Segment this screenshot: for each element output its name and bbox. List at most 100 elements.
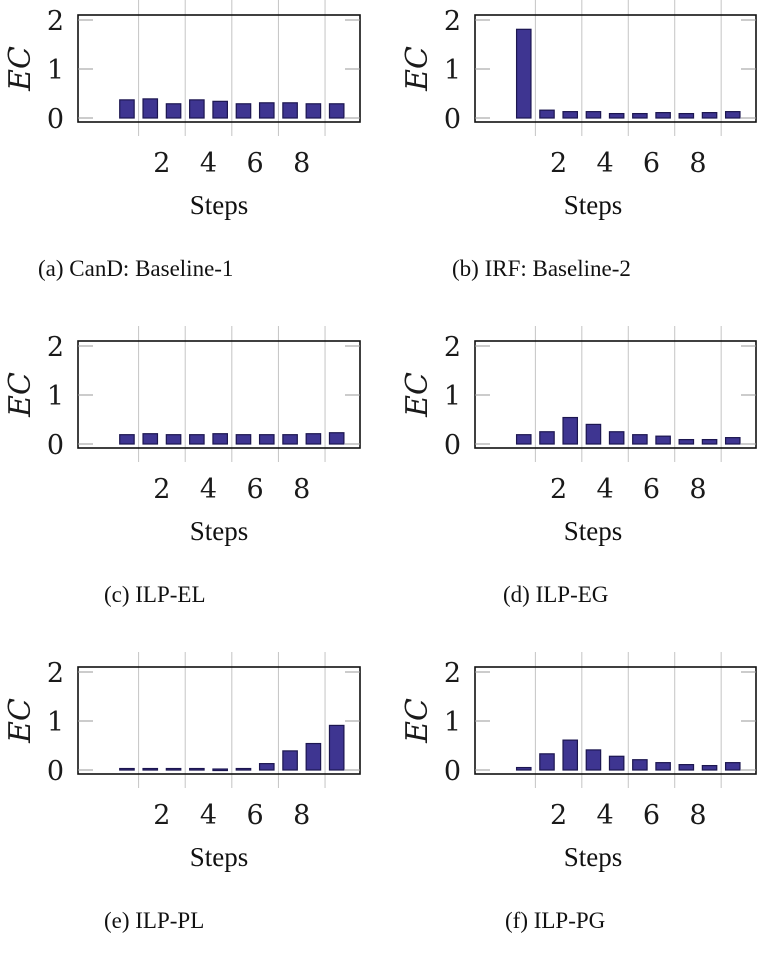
bar [189, 99, 205, 119]
bar [235, 434, 252, 445]
bar [189, 767, 205, 771]
bar [724, 437, 741, 445]
bar [655, 762, 671, 771]
bar [724, 762, 741, 771]
chart-b-caption: (b) IRF: Baseline-2 [452, 256, 631, 281]
bar [282, 750, 298, 771]
y-tick-label: 1 [47, 55, 64, 86]
bar [515, 766, 532, 771]
bar [701, 438, 718, 445]
bar [608, 431, 625, 445]
y-tick-label: 2 [444, 332, 461, 363]
chart-e-caption: (e) ILP-PL [104, 908, 205, 933]
y-axis-label: EC [400, 46, 435, 92]
bar [562, 111, 579, 119]
x-tick-label: 4 [596, 148, 613, 179]
y-axis-label: EC [400, 372, 435, 418]
x-tick-label: 6 [643, 474, 660, 505]
y-tick-label: 2 [47, 332, 64, 363]
chart-a-caption: (a) CanD: Baseline-1 [38, 256, 234, 281]
chart-c-caption: (c) ILP-EL [104, 582, 206, 607]
bar [562, 416, 579, 445]
x-tick-label: 6 [643, 148, 660, 179]
x-tick-label: 8 [689, 800, 706, 831]
x-tick-label: 8 [689, 474, 706, 505]
chart-panel-c: 0 1 2 EC 2 4 6 8 Steps (c) ILP-EL [0, 326, 383, 638]
bar [632, 759, 648, 771]
y-axis-label: EC [3, 372, 38, 418]
x-tick-label: 4 [596, 800, 613, 831]
bar [539, 109, 555, 119]
bar [632, 112, 648, 119]
bar [305, 103, 322, 119]
y-tick-label: 1 [444, 707, 461, 738]
y-axis-label: EC [3, 698, 38, 744]
chart-panel-d: 0 1 2 EC 2 4 6 8 Steps (d) ILP-EG [383, 326, 766, 638]
y-tick-label: 2 [444, 658, 461, 689]
y-tick-label: 1 [444, 381, 461, 412]
chart-f-caption: (f) ILP-PG [505, 908, 606, 933]
bar [142, 98, 159, 119]
bar [585, 749, 602, 771]
x-tick-label: 2 [550, 474, 567, 505]
y-tick-label: 1 [47, 381, 64, 412]
y-axis-label: EC [400, 698, 435, 744]
y-tick-label: 0 [444, 430, 461, 461]
x-tick-label: 8 [293, 148, 310, 179]
bar [515, 434, 532, 445]
x-tick-label: 2 [153, 148, 170, 179]
bar [119, 767, 135, 771]
x-tick-label: 4 [200, 800, 217, 831]
bar [328, 432, 345, 445]
y-tick-label: 0 [444, 756, 461, 787]
bar [212, 100, 228, 119]
bar [678, 438, 695, 445]
y-tick-label: 2 [47, 6, 64, 37]
bar [515, 28, 532, 119]
bar [608, 112, 625, 119]
bar [539, 431, 555, 445]
bar [212, 433, 228, 445]
bar [655, 112, 671, 119]
bar [258, 434, 275, 445]
y-tick-label: 0 [444, 104, 461, 135]
bar [165, 767, 182, 771]
x-tick-label: 4 [200, 474, 217, 505]
bar [119, 434, 135, 445]
x-tick-label: 8 [293, 474, 310, 505]
chart-panel-e: 0 1 2 EC 2 4 6 8 Steps (e) ILP-PL [0, 652, 383, 964]
bar [119, 99, 135, 119]
bar [655, 435, 671, 445]
y-tick-label: 2 [444, 6, 461, 37]
y-tick-label: 0 [47, 430, 64, 461]
y-tick-label: 0 [47, 104, 64, 135]
bar [165, 103, 182, 119]
x-tick-label: 8 [689, 148, 706, 179]
x-tick-label: 2 [153, 800, 170, 831]
chart-e-xlabel: Steps [189, 842, 249, 872]
x-tick-label: 4 [200, 148, 217, 179]
bar [678, 112, 695, 119]
bar [562, 739, 579, 771]
bar [608, 755, 625, 771]
bar [328, 103, 345, 119]
x-tick-label: 2 [550, 148, 567, 179]
bar [585, 423, 602, 445]
x-tick-label: 8 [293, 800, 310, 831]
chart-b-xlabel: Steps [563, 190, 623, 220]
x-tick-label: 6 [247, 148, 264, 179]
bar [235, 767, 252, 771]
bar [701, 112, 718, 119]
plot-frame [77, 340, 361, 449]
chart-c-xlabel: Steps [189, 516, 249, 546]
y-tick-label: 1 [444, 55, 461, 86]
chart-d-xlabel: Steps [563, 516, 623, 546]
x-tick-label: 6 [247, 800, 264, 831]
bar [212, 768, 228, 772]
bar [328, 724, 345, 771]
bar [539, 753, 555, 771]
y-tick-label: 2 [47, 658, 64, 689]
bar [632, 434, 648, 445]
